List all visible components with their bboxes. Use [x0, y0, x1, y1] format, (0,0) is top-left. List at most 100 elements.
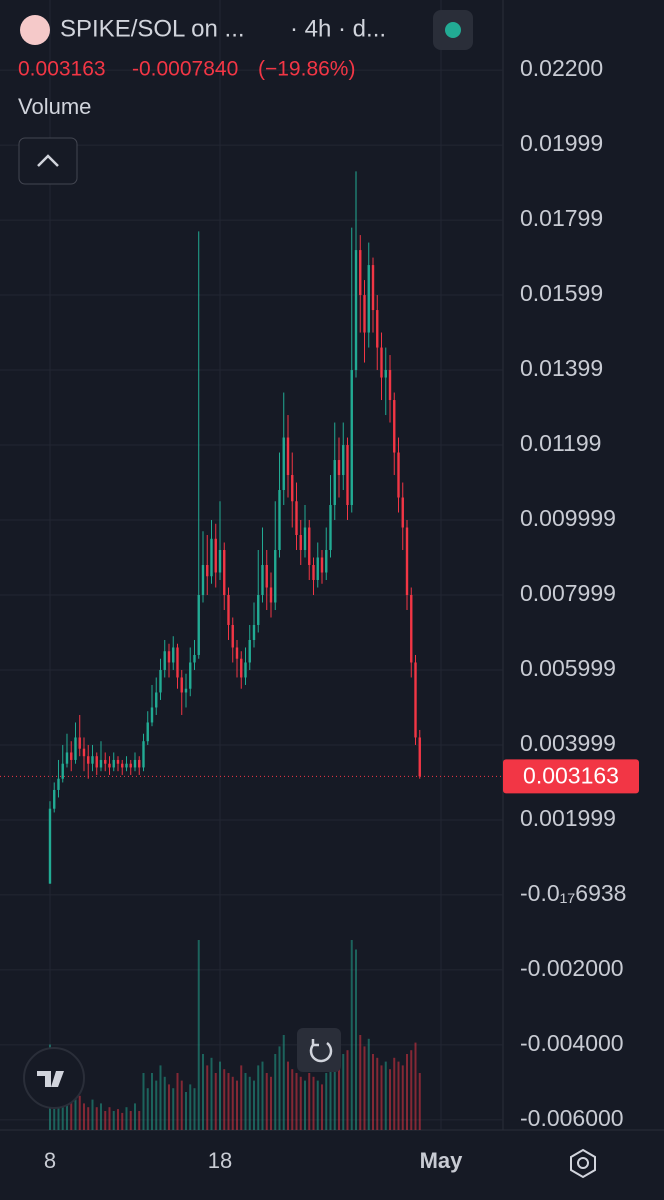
- candle-body: [121, 763, 124, 768]
- volume-bar: [95, 1107, 98, 1130]
- candle-body: [350, 370, 353, 506]
- candle-body: [210, 538, 213, 577]
- candle-body: [325, 550, 328, 573]
- candle-body: [410, 594, 413, 663]
- volume-bar: [218, 1061, 221, 1130]
- volume-bar: [257, 1065, 260, 1130]
- volume-bar: [274, 1054, 277, 1130]
- interval[interactable]: · 4h · d...: [290, 15, 386, 42]
- candle-body: [61, 763, 64, 779]
- candle-body: [125, 763, 128, 768]
- volume-bar: [150, 1073, 153, 1130]
- candle-body: [78, 737, 81, 749]
- candle-body: [265, 565, 268, 588]
- candle-body: [252, 624, 256, 640]
- candle-body: [95, 756, 98, 768]
- y-tick-label: 0.007999: [520, 580, 616, 606]
- candle-body: [393, 400, 396, 453]
- y-tick-label: 0.02200: [520, 55, 603, 81]
- symbol[interactable]: SPIKE/SOL on ...: [60, 15, 245, 42]
- candle-body: [180, 677, 183, 693]
- volume-bar: [418, 1073, 421, 1130]
- y-tick-label: 0.005999: [520, 655, 616, 681]
- candle-body: [384, 370, 387, 378]
- volume-bar: [338, 1061, 341, 1130]
- volume-bar: [176, 1073, 179, 1130]
- volume-bar: [61, 1095, 64, 1130]
- volume-bar: [308, 1073, 311, 1130]
- candle-body: [227, 594, 230, 625]
- candle-body: [48, 808, 52, 884]
- volume-bar: [325, 1073, 328, 1130]
- volume-bar: [146, 1088, 149, 1130]
- last-price-box: [503, 759, 639, 794]
- volume-bar: [201, 1054, 204, 1130]
- candle-body: [184, 688, 188, 693]
- candle-body: [299, 535, 302, 551]
- x-tick-label: May: [420, 1148, 464, 1173]
- volume-bar: [410, 1050, 413, 1130]
- candle-body: [74, 737, 77, 760]
- last-price: 0.003163: [18, 58, 106, 81]
- volume-bar: [167, 1084, 170, 1130]
- volume-bar: [112, 1111, 115, 1130]
- candle-body: [401, 497, 404, 528]
- volume-bar: [129, 1111, 132, 1130]
- candle-body: [155, 692, 158, 708]
- reset-button[interactable]: [297, 1028, 341, 1072]
- candle-body: [87, 756, 90, 764]
- volume-bar: [265, 1073, 268, 1130]
- y-tick-label: -0.004000: [520, 1030, 624, 1056]
- candle-body: [405, 527, 409, 595]
- volume-bar: [414, 1042, 417, 1130]
- volume-bar: [248, 1076, 251, 1130]
- volume-bar: [244, 1073, 247, 1130]
- candle-body: [354, 250, 358, 371]
- volume-bar: [320, 1084, 323, 1130]
- y-tick-label: 0.01799: [520, 205, 603, 231]
- y-tick-label: -0.002000: [520, 955, 624, 981]
- volume-bar: [116, 1109, 119, 1130]
- volume-bar: [380, 1065, 383, 1130]
- volume-bar: [138, 1111, 141, 1130]
- candle-body: [320, 557, 324, 573]
- candle-body: [248, 639, 251, 663]
- volume-bar: [295, 1073, 298, 1130]
- candle-body: [223, 550, 226, 595]
- candle-body: [108, 763, 111, 768]
- volume-bar: [401, 1065, 404, 1130]
- candle-body: [116, 759, 120, 764]
- candle-body: [197, 594, 200, 655]
- y-tick-label: -0.0₁₇6938: [520, 880, 626, 906]
- settings-button[interactable]: [570, 1148, 596, 1179]
- volume-bar: [223, 1069, 226, 1130]
- y-tick-label: 0.01999: [520, 130, 603, 156]
- volume-bar: [104, 1111, 107, 1130]
- volume-bar: [210, 1057, 213, 1130]
- collapse-button[interactable]: [18, 137, 78, 185]
- y-tick-label: 0.001999: [520, 805, 616, 831]
- volume-bar: [240, 1065, 243, 1130]
- candle-body: [82, 748, 86, 757]
- y-tick-label: -0.006000: [520, 1105, 624, 1131]
- candle-body: [282, 437, 285, 491]
- status-dot: [445, 22, 461, 38]
- candle-body: [261, 565, 264, 595]
- volume-bar: [231, 1076, 234, 1130]
- candle-body: [167, 651, 171, 663]
- volume-bar: [125, 1107, 128, 1130]
- volume-bar: [82, 1103, 85, 1130]
- candle-body: [189, 662, 192, 689]
- candle-body: [316, 557, 319, 580]
- candle-body: [193, 654, 196, 663]
- candle-body: [337, 460, 341, 476]
- volume-bar: [214, 1073, 217, 1130]
- candle-body: [150, 707, 154, 723]
- candle-body: [312, 565, 315, 580]
- volume-bar: [363, 1046, 366, 1130]
- y-tick-label: 0.01199: [520, 430, 601, 456]
- volume-bar: [372, 1054, 375, 1130]
- last-price-label: 0.003163: [523, 762, 619, 788]
